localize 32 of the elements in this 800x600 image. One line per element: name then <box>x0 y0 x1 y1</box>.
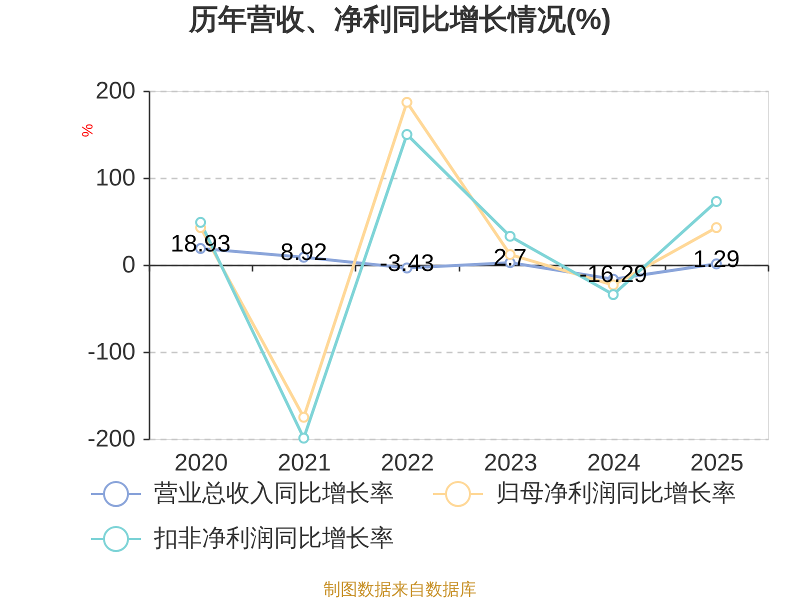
x-tick-label: 2022 <box>380 450 434 476</box>
point <box>710 222 722 234</box>
y-axis-title: % <box>80 124 96 138</box>
x-tick-label: 2021 <box>278 450 331 476</box>
x-tick-label: 2023 <box>484 450 538 476</box>
data-label: 8.92 <box>280 239 328 266</box>
data-label: 18.93 <box>170 230 231 258</box>
chart-title: 历年营收、净利同比增长情况(%) <box>188 4 612 36</box>
y-tick-label: 200 <box>95 78 136 104</box>
x-tick-label: 2020 <box>174 450 228 476</box>
data-label: 2.7 <box>493 244 527 272</box>
point <box>298 412 310 423</box>
legend-label: 营业总收入同比增长率 <box>154 480 394 507</box>
y-tick-label: 100 <box>95 164 136 192</box>
y-tick-label: 0 <box>122 252 136 278</box>
data-label: 1.29 <box>693 246 740 273</box>
y-tick-label: -100 <box>87 338 136 366</box>
point <box>401 129 412 140</box>
point <box>401 96 412 108</box>
y-tick-label: -200 <box>87 426 136 452</box>
data-label: -16.29 <box>579 261 648 288</box>
x-tick-label: 2024 <box>587 450 640 476</box>
legend-label: 扣非净利润同比增长率 <box>153 525 394 552</box>
point <box>608 289 619 300</box>
legend-label: 归母净利润同比增长率 <box>496 480 736 507</box>
point <box>195 216 206 228</box>
data-label: -3.43 <box>380 250 434 277</box>
x-tick-label: 2025 <box>690 450 744 476</box>
text: 制图数据来自数据库 <box>324 580 476 599</box>
point <box>710 196 722 207</box>
point <box>504 230 516 242</box>
point <box>298 432 310 444</box>
